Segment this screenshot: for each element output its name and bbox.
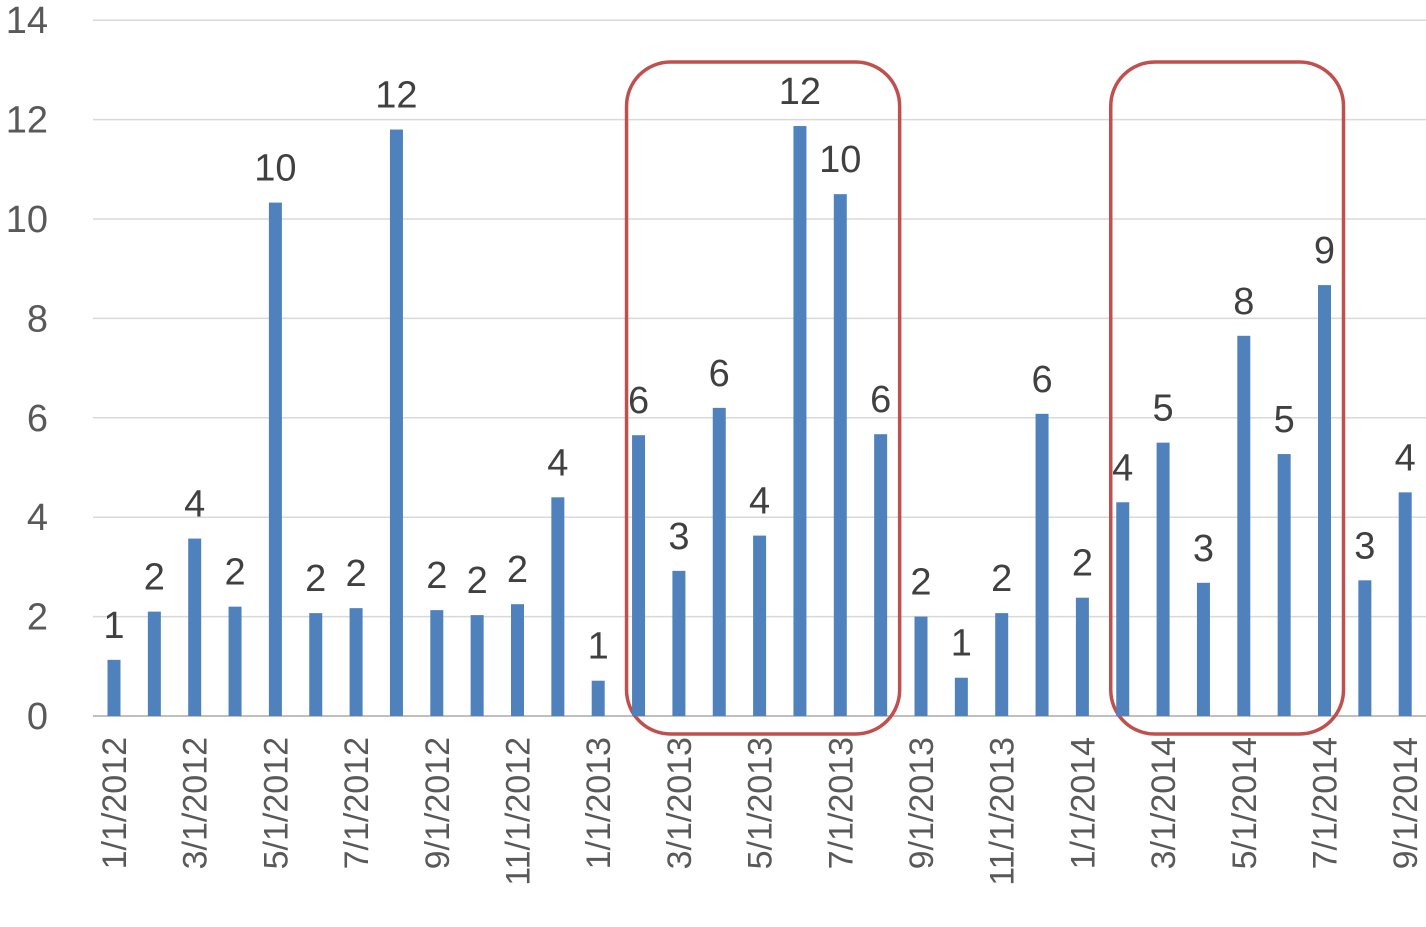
x-tick-label: 11/1/2012 — [500, 737, 538, 886]
data-label: 6 — [1031, 359, 1052, 401]
x-tick-label: 3/1/2014 — [1145, 737, 1183, 869]
x-tick-label: 7/1/2013 — [822, 737, 860, 869]
data-label: 6 — [870, 379, 891, 421]
bar — [1075, 597, 1089, 716]
x-tick-label: 7/1/2014 — [1307, 737, 1345, 869]
x-tick-label: 5/1/2012 — [257, 737, 295, 869]
bar — [914, 616, 928, 716]
x-tick-label: 9/1/2012 — [419, 737, 457, 869]
data-label: 9 — [1314, 230, 1335, 272]
bar — [793, 126, 807, 717]
x-tick-label: 5/1/2013 — [742, 737, 780, 869]
data-label: 1 — [103, 605, 124, 647]
y-tick-label: 4 — [27, 497, 48, 539]
data-label: 2 — [426, 555, 447, 597]
data-label: 2 — [305, 558, 326, 600]
y-tick-label: 10 — [6, 199, 48, 241]
data-label: 4 — [184, 484, 205, 526]
data-label: 12 — [779, 71, 821, 113]
bar — [107, 659, 121, 716]
bar — [147, 611, 161, 716]
x-tick-label: 1/1/2013 — [580, 737, 618, 869]
bar — [874, 434, 888, 716]
bar — [1196, 582, 1210, 716]
y-tick-label: 8 — [27, 298, 48, 340]
x-tick-label: 1/1/2014 — [1064, 737, 1102, 869]
bar — [470, 615, 484, 716]
data-label: 8 — [1233, 281, 1254, 323]
bar — [712, 407, 726, 716]
data-label: 2 — [144, 557, 165, 599]
bar — [1277, 454, 1291, 716]
bar — [389, 129, 403, 717]
data-label: 1 — [588, 626, 609, 668]
data-label: 5 — [1274, 399, 1295, 441]
data-label: 3 — [1354, 525, 1375, 567]
data-label: 4 — [749, 481, 770, 523]
data-label: 1 — [951, 623, 972, 665]
x-tick-label: 5/1/2014 — [1226, 737, 1264, 869]
data-label: 2 — [467, 560, 488, 602]
data-label: 12 — [375, 75, 417, 117]
bar — [1156, 442, 1170, 716]
data-label: 2 — [910, 562, 931, 604]
y-tick-label: 14 — [6, 0, 48, 42]
y-tick-label: 2 — [27, 597, 48, 639]
bar — [995, 613, 1009, 716]
data-label: 4 — [1395, 437, 1416, 479]
data-label: 6 — [628, 380, 649, 422]
bar — [268, 202, 282, 716]
bar — [349, 608, 363, 716]
x-tick-label: 3/1/2013 — [661, 737, 699, 869]
data-label: 5 — [1153, 388, 1174, 430]
bar — [591, 680, 605, 716]
bar — [309, 613, 323, 716]
data-label: 4 — [547, 442, 568, 484]
y-tick-label: 12 — [6, 100, 48, 142]
x-tick-label: 7/1/2012 — [338, 737, 376, 869]
bar — [1035, 413, 1049, 716]
highlight-box — [624, 60, 902, 736]
x-tick-label: 3/1/2012 — [177, 737, 215, 869]
bar — [551, 497, 565, 716]
data-label: 2 — [346, 553, 367, 595]
bar — [1318, 285, 1331, 716]
bar — [511, 604, 524, 716]
data-label: 3 — [668, 516, 689, 558]
data-label: 2 — [224, 552, 245, 594]
highlight-box — [1109, 60, 1346, 736]
data-label: 10 — [819, 139, 861, 181]
bar — [188, 538, 202, 716]
bar — [1116, 502, 1130, 716]
x-axis-tick-labels: 1/1/2012 3/1/2012 5/1/2012 7/1/2012 9/1/2012… — [96, 737, 1425, 886]
bars — [107, 126, 1412, 717]
bar — [632, 435, 646, 716]
x-tick-label: 9/1/2014 — [1387, 737, 1425, 869]
bar — [1358, 580, 1372, 716]
data-label: 6 — [709, 353, 730, 395]
x-tick-label: 11/1/2013 — [984, 737, 1022, 886]
data-label: 2 — [507, 549, 528, 591]
bar — [228, 606, 242, 716]
x-tick-label: 1/1/2012 — [96, 737, 134, 869]
data-label: 3 — [1193, 528, 1214, 570]
data-label: 2 — [991, 558, 1012, 600]
bar — [954, 677, 968, 716]
data-label: 4 — [1112, 447, 1133, 489]
bar — [430, 610, 444, 716]
y-tick-label: 6 — [27, 398, 48, 440]
x-tick-label: 9/1/2013 — [903, 737, 941, 869]
highlight-boxes — [624, 60, 1346, 736]
data-label: 10 — [254, 148, 296, 190]
data-label: 2 — [1072, 543, 1093, 585]
bar — [833, 194, 847, 716]
y-axis-tick-labels: 0 2 4 6 8 10 12 14 — [6, 0, 48, 738]
y-tick-label: 0 — [27, 696, 48, 738]
bar — [1398, 492, 1412, 716]
bar — [1237, 335, 1251, 716]
bar — [753, 535, 767, 716]
bar — [672, 570, 686, 716]
